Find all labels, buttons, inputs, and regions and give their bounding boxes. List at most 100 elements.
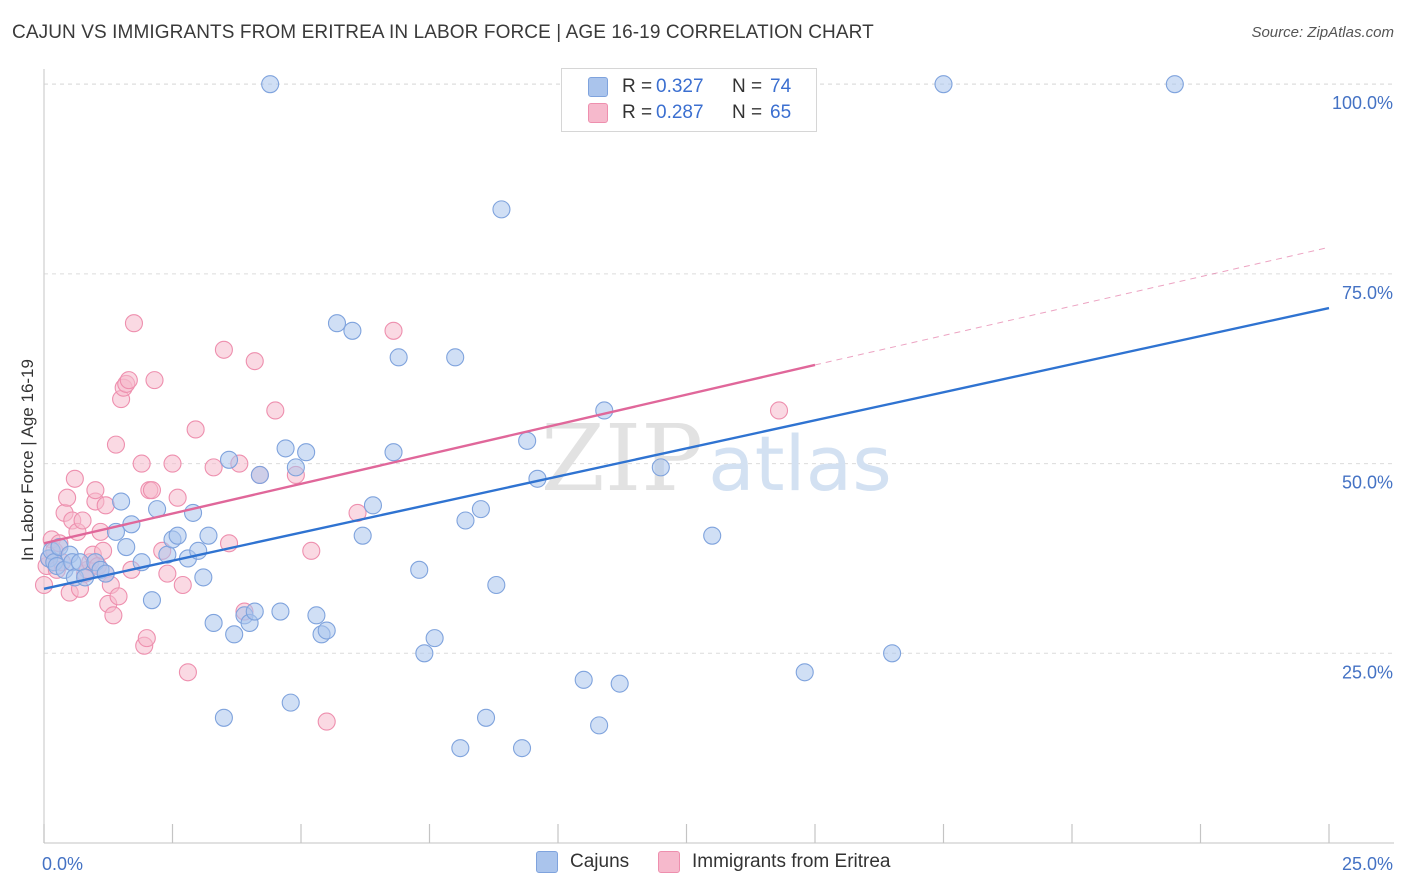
cajuns-point bbox=[214, 708, 233, 727]
x-tick-label: 25.0% bbox=[1342, 854, 1393, 874]
trend-line-eritrea-extension bbox=[814, 246, 1330, 366]
legend-label-eritrea: Immigrants from Eritrea bbox=[692, 851, 891, 872]
eritrea-point bbox=[104, 606, 123, 625]
cajuns-point bbox=[1165, 75, 1184, 94]
cajuns-point bbox=[610, 674, 629, 693]
eritrea-point bbox=[168, 488, 187, 507]
watermark: ZIP atlas bbox=[541, 405, 892, 512]
cajuns-point bbox=[168, 526, 187, 545]
eritrea-point bbox=[106, 435, 126, 454]
eritrea-point bbox=[317, 712, 336, 731]
eritrea-point bbox=[109, 587, 128, 606]
cajuns-point bbox=[703, 526, 722, 545]
cajuns-point bbox=[245, 602, 264, 621]
tick-labels: 100.0% 75.0% 50.0% 25.0% 0.0% 25.0% bbox=[42, 93, 1393, 874]
legend-n-value: 74 bbox=[770, 76, 792, 97]
cajuns-point bbox=[590, 716, 609, 735]
trend-line-cajuns bbox=[43, 306, 1330, 590]
cajuns-point bbox=[574, 670, 593, 689]
legend-swatch-cajuns bbox=[588, 77, 608, 97]
y-tick-label: 50.0% bbox=[1342, 473, 1393, 493]
trend-lines bbox=[43, 246, 1330, 590]
eritrea-point bbox=[186, 420, 205, 439]
cajuns-point bbox=[446, 348, 465, 367]
cajuns-point bbox=[384, 443, 403, 462]
eritrea-point bbox=[204, 458, 223, 477]
cajuns-point bbox=[934, 75, 953, 94]
cajuns-point bbox=[271, 602, 290, 621]
legend-r-value: 0.327 bbox=[656, 76, 704, 97]
legend-swatch-eritrea bbox=[658, 851, 680, 873]
legend-row-eritrea: R = 0.287 N = 65 bbox=[588, 100, 791, 126]
legend-n-value: 65 bbox=[770, 102, 792, 123]
cajuns-point bbox=[595, 401, 614, 420]
cajuns-point bbox=[112, 492, 131, 511]
legend-n-label: N = bbox=[732, 102, 763, 123]
cajuns-point bbox=[219, 450, 239, 469]
watermark-atlas: atlas bbox=[708, 419, 892, 508]
legend-r-label: R = bbox=[622, 102, 653, 123]
cajuns-point bbox=[415, 644, 434, 663]
series-cajuns-points bbox=[40, 73, 1184, 758]
cajuns-point bbox=[353, 526, 372, 545]
series-eritrea-points bbox=[34, 314, 789, 731]
eritrea-point bbox=[173, 575, 192, 595]
watermark-zip: ZIP bbox=[541, 405, 703, 512]
gridlines bbox=[44, 83, 1394, 654]
y-tick-label: 75.0% bbox=[1342, 283, 1393, 303]
eritrea-point bbox=[86, 481, 105, 500]
eritrea-point bbox=[96, 496, 115, 515]
legend-row-cajuns: R = 0.327 N = 74 bbox=[588, 74, 791, 100]
cajuns-point bbox=[363, 496, 383, 515]
cajuns-point bbox=[795, 663, 814, 682]
eritrea-point bbox=[384, 321, 403, 340]
legend-r-label: R = bbox=[622, 76, 653, 97]
cajuns-point bbox=[343, 321, 362, 340]
eritrea-point bbox=[137, 629, 156, 648]
cajuns-point bbox=[281, 693, 300, 712]
cajuns-point bbox=[476, 708, 496, 727]
cajuns-point bbox=[651, 458, 670, 477]
trend-line-eritrea bbox=[43, 363, 816, 545]
cajuns-point bbox=[492, 200, 511, 219]
cajuns-point bbox=[883, 644, 902, 663]
eritrea-point bbox=[65, 469, 84, 488]
cajuns-point bbox=[327, 314, 347, 333]
cajuns-point bbox=[389, 348, 408, 367]
cajuns-point bbox=[317, 621, 336, 640]
eritrea-point bbox=[58, 488, 77, 507]
correlation-legend: R = 0.327 N = 74 R = 0.287 N = 65 bbox=[561, 68, 817, 132]
eritrea-point bbox=[142, 481, 161, 500]
eritrea-point bbox=[245, 352, 264, 371]
series-legend: Cajuns Immigrants from Eritrea bbox=[0, 851, 1406, 879]
eritrea-point bbox=[145, 371, 164, 390]
eritrea-point bbox=[769, 401, 789, 420]
cajuns-point bbox=[410, 560, 429, 579]
x-tick-label: 0.0% bbox=[42, 854, 83, 874]
cajuns-point bbox=[225, 625, 244, 644]
eritrea-point bbox=[266, 401, 285, 420]
legend-item-eritrea[interactable]: Immigrants from Eritrea bbox=[658, 851, 890, 873]
eritrea-point bbox=[158, 564, 177, 583]
cajuns-point bbox=[518, 431, 537, 450]
y-tick-label: 100.0% bbox=[1332, 93, 1393, 113]
legend-item-cajuns[interactable]: Cajuns bbox=[536, 851, 629, 873]
cajuns-point bbox=[194, 568, 213, 587]
eritrea-point bbox=[132, 454, 151, 473]
chart-title: CAJUN VS IMMIGRANTS FROM ERITREA IN LABO… bbox=[12, 22, 874, 43]
cajuns-point bbox=[451, 739, 470, 758]
axes bbox=[43, 69, 1394, 844]
eritrea-point bbox=[34, 575, 54, 595]
legend-swatch-eritrea bbox=[588, 103, 608, 123]
legend-label-cajuns: Cajuns bbox=[570, 851, 630, 872]
legend-swatch-cajuns bbox=[536, 851, 558, 873]
eritrea-point bbox=[73, 511, 92, 530]
eritrea-point bbox=[178, 663, 197, 682]
source-credit: Source: ZipAtlas.com bbox=[1251, 24, 1394, 41]
eritrea-point bbox=[119, 371, 138, 390]
eritrea-point bbox=[214, 340, 233, 359]
cajuns-point bbox=[512, 739, 532, 758]
cajuns-point bbox=[307, 606, 326, 625]
cajuns-point bbox=[471, 500, 490, 519]
